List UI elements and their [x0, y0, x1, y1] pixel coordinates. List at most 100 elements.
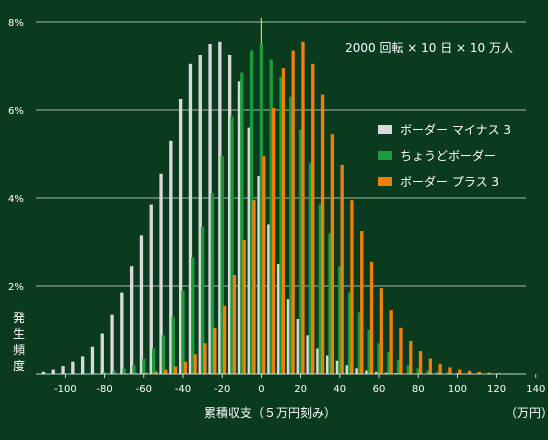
bar-series-1 [267, 224, 271, 374]
bar-series-3 [281, 68, 286, 374]
bar-series-3 [487, 372, 491, 374]
legend-label-even: ちょうどボーダー [400, 148, 496, 163]
bar-series-1 [237, 81, 242, 375]
bar-series-3 [340, 165, 344, 374]
bar-series-2 [298, 129, 303, 374]
legend-swatch-even [378, 151, 392, 160]
bar-series-3 [467, 370, 472, 374]
bar-series-1 [218, 41, 222, 375]
bar-series-1 [247, 127, 251, 374]
y-tick-label: 2% [8, 282, 24, 293]
bar-series-1 [365, 370, 369, 374]
axes: 2% 4% 6% 8% -100 -80 -60 -40 -20 0 20 40 60 80 100 120 1… [8, 18, 545, 395]
bar-series-3 [311, 63, 315, 375]
bar-series-1 [169, 140, 173, 374]
legend-swatch-plus [378, 177, 392, 186]
bar-series-1 [149, 204, 153, 374]
bar-series-3 [134, 373, 139, 374]
x-axis-unit: （万円） [505, 406, 548, 420]
x-tick-label: 100 [448, 384, 467, 395]
bar-series-2 [338, 266, 342, 374]
bar-series-2 [289, 96, 293, 375]
bar-series-1 [286, 299, 291, 374]
bar-series-2 [171, 316, 175, 374]
bar-series-2 [249, 50, 254, 374]
bar-series-3 [389, 310, 393, 374]
x-tick-label: 80 [412, 384, 425, 395]
bar-series-2 [416, 368, 420, 374]
bar-series-3 [360, 231, 364, 374]
bar-series-3 [154, 371, 158, 374]
bar-series-2 [240, 72, 244, 374]
bar-series-2 [151, 348, 156, 374]
bar-series-2 [161, 335, 166, 374]
bar-series-3 [301, 41, 305, 375]
bar-series-1 [394, 373, 398, 374]
bar-series-1 [257, 176, 261, 374]
bar-series-1 [178, 99, 183, 374]
bar-series-2 [269, 59, 273, 375]
bar-series-1 [61, 366, 65, 374]
bar-series-3 [242, 239, 246, 374]
bar-series-2 [367, 330, 371, 374]
bar-series-1 [110, 314, 114, 374]
bar-series-3 [409, 341, 413, 374]
bar-series-3 [213, 327, 217, 374]
bar-series-2 [455, 373, 460, 374]
x-axis-title: 累積収支（５万円刻み） [204, 405, 336, 420]
bar-series-1 [208, 44, 212, 374]
bar-series-3 [418, 351, 423, 374]
bar-series-2 [220, 156, 224, 374]
bar-series-3 [203, 343, 207, 374]
bar-series-3 [448, 367, 452, 374]
legend-label-plus: ボーダー プラス 3 [400, 174, 499, 189]
y-axis-title-char: 頻 [13, 343, 25, 357]
legend-label-minus: ボーダー マイナス 3 [400, 122, 511, 137]
bar-series-2 [230, 116, 234, 374]
bar-series-3 [428, 358, 433, 374]
x-tick-label: 60 [373, 384, 386, 395]
bar-series-1 [80, 356, 85, 374]
bar-series-3 [232, 275, 237, 374]
bar-series-2 [259, 44, 264, 374]
bar-series-1 [355, 368, 359, 374]
x-tick-label: 140 [526, 384, 545, 395]
bar-series-1 [325, 355, 330, 374]
bar-series-3 [252, 200, 256, 374]
bar-series-2 [426, 370, 430, 374]
bar-series-3 [173, 366, 178, 374]
bar-series-3 [458, 369, 462, 374]
bar-series-3 [222, 305, 227, 374]
bar-series-3 [497, 373, 501, 374]
bar-series-2 [328, 233, 332, 374]
x-tick-label: 0 [258, 384, 264, 395]
x-tick-label: -20 [214, 384, 230, 395]
chart-annotation: 2000 回転 × 10 日 × 10 万人 [345, 41, 513, 55]
y-tick-label: 8% [8, 18, 24, 29]
bar-series-1 [374, 371, 379, 374]
x-tick-label: -60 [136, 384, 152, 395]
bar-series-2 [112, 370, 117, 374]
bar-series-2 [396, 359, 401, 374]
bar-series-2 [318, 204, 322, 374]
bar-series-3 [379, 288, 384, 374]
bar-series-2 [93, 373, 97, 374]
bar-series-2 [377, 343, 381, 374]
bar-series-2 [102, 372, 107, 374]
bar-series-2 [308, 162, 313, 374]
bar-series-1 [384, 372, 389, 374]
bar-series-1 [296, 319, 300, 374]
bar-series-2 [200, 226, 205, 374]
bar-series-1 [90, 346, 95, 374]
bar-series-2 [132, 365, 136, 374]
bar-series-3 [144, 372, 148, 374]
bar-series-1 [198, 55, 202, 374]
bar-series-2 [445, 372, 450, 374]
bar-series-3 [399, 327, 403, 374]
bar-series-1 [306, 335, 310, 374]
bar-series-2 [387, 352, 391, 374]
bar-series-3 [291, 50, 295, 374]
y-axis-title-char: 度 [13, 358, 25, 373]
bar-series-3 [183, 361, 188, 374]
